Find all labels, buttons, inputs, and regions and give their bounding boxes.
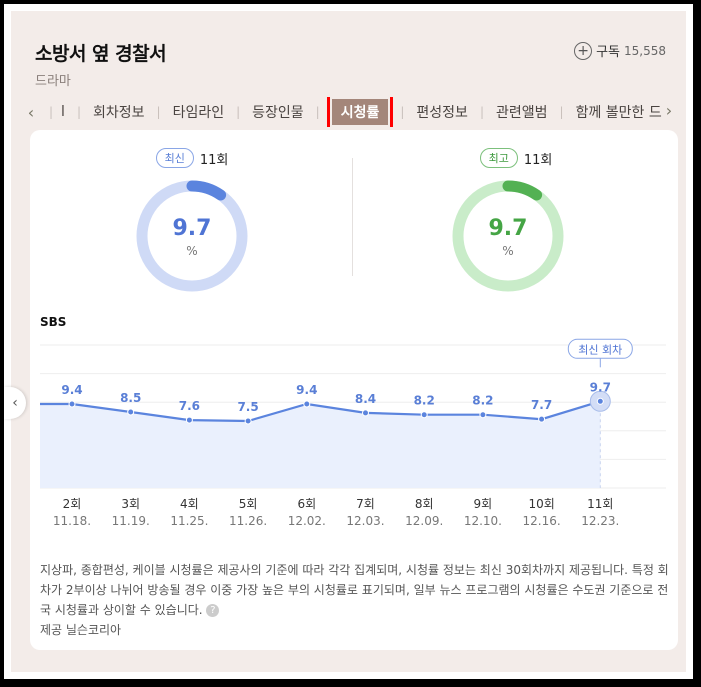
note-text: 지상파, 종합편성, 케이블 시청률은 제공사의 기준에 따라 각각 집계되며,… [40,563,669,617]
data-label: 8.2 [472,394,493,408]
best-donut-ring [452,180,564,292]
tab-albums[interactable]: 관련앨범 [495,105,548,121]
data-point[interactable] [420,411,428,419]
window-frame: 소방서 옆 경찰서 드라마 + 구독 15,558 ‹ | l | 회차정보 |… [4,4,693,679]
latest-badge: 최신 [155,148,194,168]
latest-donut-ring [136,180,248,292]
tab-prev-arrow-icon[interactable]: ‹ [27,102,35,122]
x-date-label: 11.19. [112,514,150,528]
best-rating: 최고 11회 9.7 % [354,130,678,300]
best-badge: 최고 [479,148,518,168]
data-point[interactable] [362,409,369,417]
ratings-card: 최신 11회 9.7 % 최고 11회 9.7 % SBS 9.4 2회 11.18… [30,130,678,650]
data-label: 8.2 [414,394,435,408]
data-point[interactable] [127,408,135,416]
tab-schedule[interactable]: 편성정보 [416,105,468,121]
latest-value: 9.7 [172,216,212,241]
x-date-label: 12.09. [405,514,443,528]
help-icon[interactable]: ? [206,604,220,617]
data-point[interactable] [596,397,604,405]
stat-divider [352,158,353,276]
best-unit: % [502,244,514,258]
tab-timeline[interactable]: 타임라인 [172,105,225,121]
best-donut: 9.7 % [450,178,566,294]
data-point[interactable] [68,400,76,408]
data-point[interactable] [303,400,311,408]
data-label: 9.7 [590,380,611,394]
x-date-label: 12.03. [346,514,384,528]
x-date-label: 11.25. [170,514,208,528]
tab-episode-info[interactable]: 회차정보 [92,105,145,121]
tab-partial-prev[interactable]: l [61,104,65,120]
latest-unit: % [186,244,198,258]
data-point[interactable] [185,416,193,424]
data-point[interactable] [244,417,252,425]
data-source: 제공 닐슨코리아 [40,623,122,637]
x-tick-label: 2회 [63,497,82,511]
data-label: 9.4 [61,383,82,397]
x-tick-label: 4회 [180,497,199,511]
best-episode: 11회 [523,152,553,168]
tab-next-arrow-icon[interactable]: › [663,101,675,120]
x-tick-label: 8회 [415,497,434,511]
subscribe-button[interactable]: + 구독 15,558 [574,41,666,60]
best-value: 9.7 [488,216,528,241]
data-point[interactable] [479,411,487,419]
ratings-chart: 9.4 2회 11.18. 8.5 3회 11.19. 7.6 4회 11.25. 7.5 5회 11… [40,338,666,528]
data-label: 8.4 [355,392,376,406]
latest-donut-arc [186,180,227,201]
x-tick-label: 5회 [239,497,258,511]
x-tick-label: 11회 [587,497,613,511]
latest-episode-bubble-label: 최신 회차 [578,343,622,356]
best-donut-arc [502,180,543,201]
tab-recommended[interactable]: 함께 볼만한 드 [575,105,662,121]
x-tick-label: 9회 [474,497,493,511]
data-label: 9.4 [296,383,317,397]
channel-label: SBS [40,315,67,329]
data-label: 7.6 [179,399,200,413]
tab-ratings[interactable]: 시청률 [326,97,394,127]
x-date-label: 12.10. [464,514,502,528]
x-date-label: 12.02. [288,514,326,528]
data-label: 8.5 [120,391,141,405]
program-category: 드라마 [35,74,71,89]
area-fill [40,401,601,488]
x-tick-label: 10회 [528,497,554,511]
latest-episode: 11회 [199,152,229,168]
subscribe-count: 15,558 [624,43,666,58]
program-title: 소방서 옆 경찰서 [35,43,167,65]
data-label: 7.7 [531,398,552,412]
latest-donut: 9.7 % [134,178,250,294]
latest-rating: 최신 11회 9.7 % [30,130,354,300]
subscribe-label: 구독 [596,45,620,60]
x-date-label: 12.23. [581,514,619,528]
x-tick-label: 6회 [297,497,316,511]
x-date-label: 11.26. [229,514,267,528]
ratings-note: 지상파, 종합편성, 케이블 시청률은 제공사의 기준에 따라 각각 집계되며,… [40,560,670,620]
data-label: 7.5 [237,400,258,414]
tab-cast[interactable]: 등장인물 [252,105,304,121]
side-prev-arrow-icon[interactable]: ‹ [4,387,26,419]
latest-episode-bubble [567,338,633,359]
x-tick-label: 7회 [356,497,375,511]
tab-bar: ‹ | l | 회차정보 | 타임라인 | 등장인물 | 시청률 | 편성정보 … [25,97,675,127]
x-date-label: 12.16. [523,514,561,528]
data-point[interactable] [538,415,546,423]
x-tick-label: 3회 [121,497,140,511]
plus-icon: + [574,41,593,60]
x-date-label: 11.18. [53,514,91,528]
